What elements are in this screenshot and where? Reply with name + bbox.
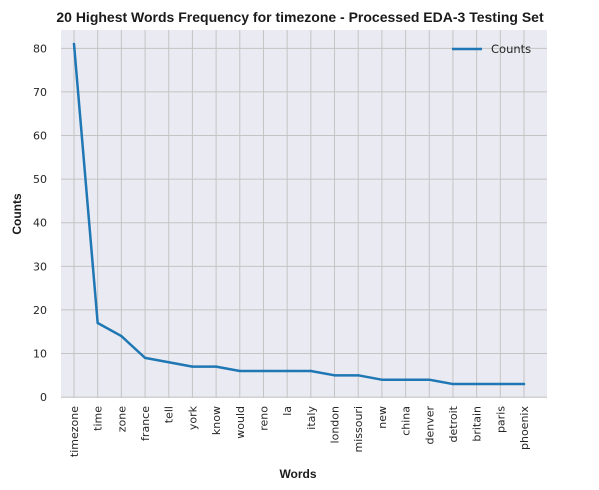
x-tick-label: britain [471, 406, 484, 442]
data-point [428, 378, 431, 381]
y-axis-label: Counts [10, 193, 24, 235]
x-tick-label: zone [115, 406, 128, 432]
data-point [214, 365, 218, 368]
y-tick-label: 10 [33, 348, 47, 361]
x-tick-label: timezone [68, 406, 81, 457]
data-point [404, 378, 407, 381]
series-group [72, 42, 526, 386]
legend: Counts [452, 42, 531, 56]
x-tick-label: italy [305, 406, 318, 430]
data-point [120, 334, 123, 338]
y-tick-label: 40 [33, 217, 47, 230]
x-tick-label: denver [423, 406, 436, 445]
x-tick-label: la [281, 406, 294, 416]
data-point [167, 361, 170, 364]
x-tick-label: know [210, 406, 223, 435]
y-tick-label: 70 [33, 86, 47, 99]
x-tick-label: london [329, 406, 342, 443]
y-tick-label: 80 [33, 42, 47, 55]
series-line-counts [72, 42, 526, 386]
y-tick-label: 30 [33, 260, 47, 273]
x-tick-label: york [186, 405, 199, 430]
data-point [357, 374, 360, 377]
data-point [451, 382, 455, 386]
data-point [262, 369, 265, 373]
y-tick-label: 0 [40, 391, 47, 404]
x-axis-label: Words [279, 467, 316, 481]
x-tick-label: tell [163, 406, 176, 423]
x-tick-label: paris [494, 406, 507, 433]
data-point [333, 374, 336, 377]
y-axis-ticks: 0 10 20 30 40 50 60 70 80 [33, 42, 47, 404]
data-point [191, 365, 194, 368]
x-tick-label: time [92, 406, 105, 431]
x-tick-label: missouri [352, 406, 365, 453]
x-tick-label: china [400, 406, 413, 436]
data-point [380, 378, 384, 381]
x-axis-ticks: timezone time zone france tell york know would r… [68, 405, 531, 457]
data-point [522, 382, 526, 386]
y-tick-label: 20 [33, 304, 47, 317]
data-point [309, 369, 313, 373]
x-tick-label: france [139, 406, 152, 441]
data-point [475, 382, 478, 386]
plot-area [61, 30, 547, 398]
x-tick-label: reno [257, 406, 270, 431]
grid-lines [61, 30, 547, 398]
y-tick-label: 60 [33, 130, 47, 143]
legend-label-counts: Counts [491, 42, 531, 56]
x-tick-label: phoenix [518, 406, 531, 450]
data-point [238, 369, 241, 373]
chart-title: 20 Highest Words Frequency for timezone … [56, 9, 544, 25]
data-point [285, 369, 289, 373]
x-tick-label: detroit [447, 405, 460, 442]
data-point [499, 382, 502, 386]
x-tick-label: would [234, 406, 247, 439]
data-point [143, 356, 147, 360]
x-tick-label: new [376, 406, 389, 429]
y-tick-label: 50 [33, 173, 47, 186]
data-point [96, 321, 99, 325]
data-point [72, 42, 76, 46]
